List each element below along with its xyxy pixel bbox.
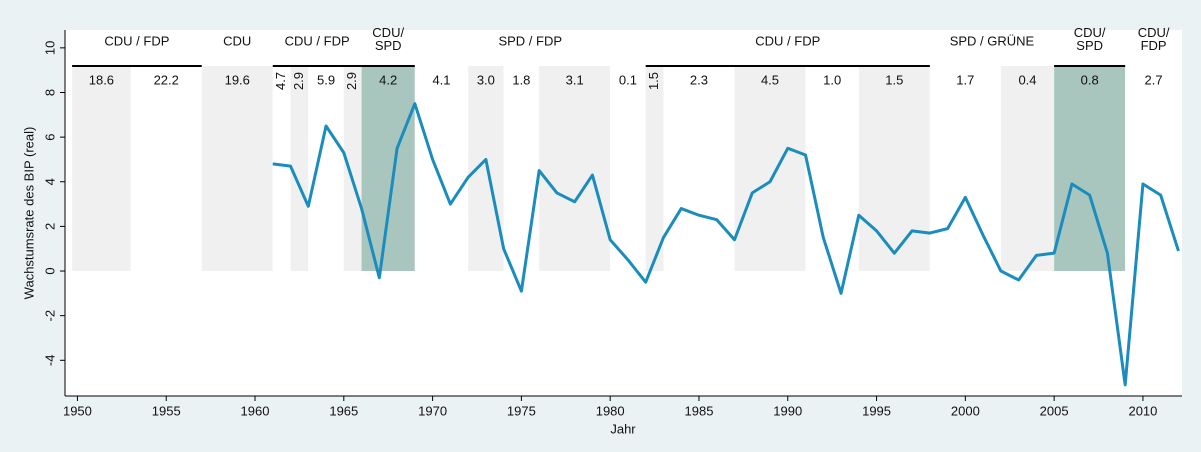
y-tick-label: 0: [42, 267, 57, 274]
x-tick-label: 1960: [241, 403, 270, 418]
y-tick-label: 6: [42, 134, 57, 141]
period-value-label: 1.7: [956, 72, 974, 87]
coalition-label: FDP: [1141, 38, 1167, 53]
y-axis-title: Wachstumsrate des BIP (real): [21, 127, 36, 300]
x-tick-label: 1950: [63, 403, 92, 418]
period-band: [858, 66, 930, 272]
y-tick-label: -2: [42, 310, 57, 322]
period-band: [272, 66, 291, 272]
x-tick-label: 1980: [596, 403, 625, 418]
coalition-label: CDU: [223, 33, 251, 48]
x-tick-label: 2000: [951, 403, 980, 418]
period-value-label: 22.2: [154, 72, 179, 87]
coalition-label: CDU/: [1138, 25, 1170, 40]
period-band: [72, 66, 131, 272]
y-tick-label: -4: [42, 355, 57, 367]
period-band: [308, 66, 344, 272]
y-tick-label: 2: [42, 223, 57, 230]
period-band: [1000, 66, 1055, 272]
coalition-label: CDU/: [1074, 25, 1106, 40]
period-value-label: 5.9: [317, 72, 335, 87]
x-tick-label: 1970: [418, 403, 447, 418]
y-tick-label: 4: [42, 178, 57, 185]
period-value-label: 1.0: [823, 72, 841, 87]
x-tick-label: 1965: [329, 403, 358, 418]
data-line: [272, 102, 1180, 387]
period-band: [503, 66, 540, 272]
period-band: [734, 66, 806, 272]
period-value-label: 4.1: [432, 72, 450, 87]
period-value-label: 1.8: [512, 72, 530, 87]
period-value-label: 4.5: [761, 72, 779, 87]
period-value-label: 2.9: [344, 72, 359, 90]
coalition-label: CDU / FDP: [104, 33, 169, 48]
x-axis-title: Jahr: [610, 421, 636, 436]
x-tick-label: 1990: [773, 403, 802, 418]
coalition-label: SPD: [375, 38, 402, 53]
y-tick-label: 8: [42, 89, 57, 96]
period-value-label: 18.6: [89, 72, 114, 87]
period-band: [645, 66, 664, 272]
period-band: [539, 66, 611, 272]
coalition-label: SPD / GRÜNE: [950, 33, 1035, 48]
period-band: [610, 66, 646, 272]
coalition-label: CDU/: [372, 25, 404, 40]
period-band: [1054, 66, 1126, 272]
period-band: [201, 66, 273, 272]
period-value-label: 4.7: [273, 72, 288, 90]
period-band: [343, 66, 362, 272]
x-tick-label: 1985: [685, 403, 714, 418]
period-band: [414, 66, 469, 272]
period-value-label: 2.7: [1145, 72, 1163, 87]
x-tick-label: 2010: [1128, 403, 1157, 418]
period-band: [290, 66, 309, 272]
period-value-label: 2.3: [690, 72, 708, 87]
coalition-label: SPD: [1076, 38, 1103, 53]
period-value-label: 4.2: [379, 72, 397, 87]
period-value-label: 0.8: [1081, 72, 1099, 87]
x-tick-label: 1995: [862, 403, 891, 418]
period-value-label: 3.1: [566, 72, 584, 87]
period-band: [130, 66, 202, 272]
period-band: [663, 66, 735, 272]
coalition-label: SPD / FDP: [498, 33, 562, 48]
period-value-label: 0.4: [1018, 72, 1036, 87]
coalition-label: CDU / FDP: [285, 33, 350, 48]
period-value-label: 2.9: [291, 72, 306, 90]
x-tick-label: 2005: [1040, 403, 1069, 418]
x-tick-label: 1955: [152, 403, 181, 418]
period-value-label: 19.6: [225, 72, 250, 87]
period-band: [805, 66, 859, 272]
period-band: [929, 66, 1001, 272]
period-band: [468, 66, 504, 272]
y-tick-label: 10: [42, 41, 57, 55]
period-value-label: 0.1: [619, 72, 637, 87]
period-value-label: 1.5: [885, 72, 903, 87]
period-value-label: 3.0: [477, 72, 495, 87]
period-band: [361, 66, 415, 272]
period-band: [1125, 66, 1182, 272]
period-value-label: 1.5: [646, 72, 661, 90]
x-tick-label: 1975: [507, 403, 536, 418]
coalition-label: CDU / FDP: [755, 33, 820, 48]
